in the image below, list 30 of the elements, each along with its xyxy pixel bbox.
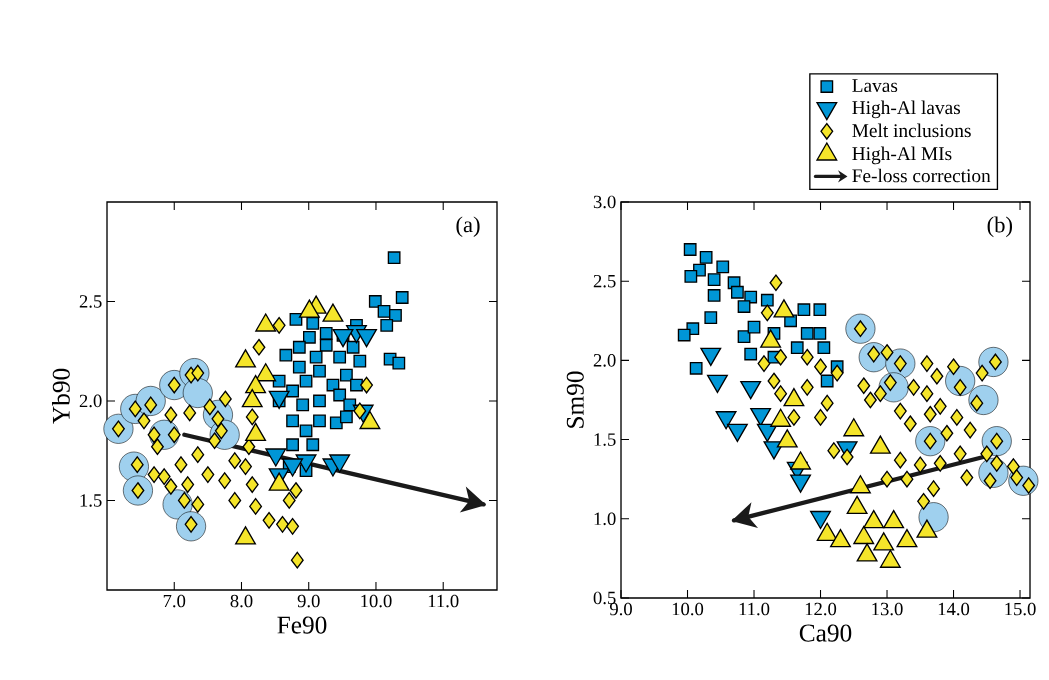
x-tick-label: 14.0 — [938, 602, 970, 616]
y-axis-title: Yb90 — [52, 368, 70, 424]
x-tick-label: 7.0 — [163, 594, 186, 608]
y-tick-label: 1.5 — [594, 433, 616, 446]
x-tick-label: 13.0 — [872, 602, 903, 616]
y-tick-label: 1.5 — [80, 494, 102, 507]
text: (b) — [987, 216, 1013, 238]
y-tick-label: 1.0 — [594, 512, 616, 526]
legend-label: High-Al MIs — [852, 146, 952, 165]
legend-label: Lavas — [852, 79, 898, 93]
y-tick-label: 2.5 — [593, 274, 616, 288]
x-tick-label: 8.0 — [230, 594, 253, 608]
x-tick-label: 12.0 — [805, 602, 837, 616]
y-tick-label: 2.0 — [79, 394, 102, 408]
x-tick-label: 11.0 — [739, 602, 770, 616]
y-axis-title: Sm90 — [566, 371, 584, 428]
x-tick-label: 11.0 — [428, 594, 459, 608]
x-tick-label: 15.0 — [1005, 602, 1036, 616]
x-tick-label: 9.0 — [297, 594, 320, 608]
x-axis-title: Ca90 — [799, 624, 852, 642]
legend-label: High-Al lavas — [852, 100, 961, 119]
legend-label: Fe-loss correction — [852, 168, 991, 183]
x-axis-title: Fe90 — [277, 616, 327, 634]
legend-label: Melt inclusions — [852, 123, 971, 138]
y-tick-label: 2.0 — [593, 354, 616, 367]
y-tick-label: 2.5 — [79, 295, 102, 308]
x-tick-label: 10.0 — [361, 594, 392, 608]
y-tick-label: 3.0 — [593, 195, 616, 209]
text: (a) — [456, 216, 480, 237]
x-tick-label: 10.0 — [672, 602, 704, 616]
